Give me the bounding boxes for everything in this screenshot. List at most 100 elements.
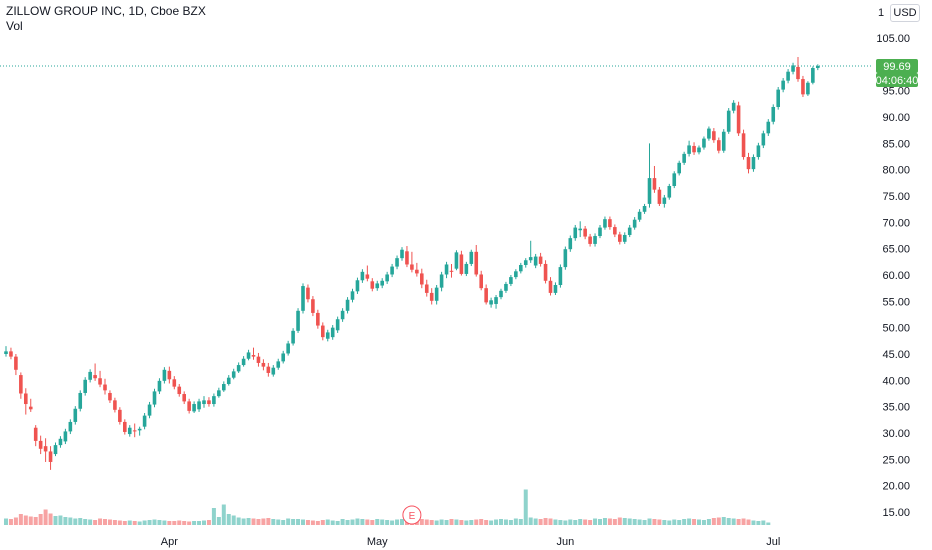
volume-bar	[390, 520, 395, 525]
x-tick-label: Jul	[766, 536, 780, 548]
volume-bar	[464, 520, 469, 525]
candle-body	[157, 380, 162, 392]
candlesticks	[4, 56, 820, 470]
volume-bar	[766, 522, 771, 525]
candle-body	[4, 351, 8, 354]
candle-body	[78, 392, 83, 409]
candle-body	[439, 274, 444, 288]
volume-bar	[23, 515, 28, 525]
candle-body	[519, 264, 523, 272]
y-tick-label: 50.00	[882, 323, 910, 335]
y-tick-label: 45.00	[882, 349, 910, 361]
volume-bar	[474, 519, 479, 525]
candle-body	[340, 310, 345, 320]
volume-bar	[454, 519, 459, 525]
volume-bar	[637, 519, 642, 525]
earnings-markers[interactable]: EE	[402, 505, 932, 525]
volume-bar	[291, 519, 296, 525]
candle-body	[177, 386, 182, 395]
candle-body	[73, 408, 78, 422]
volume-bar	[320, 520, 325, 525]
y-tick-label: 55.00	[882, 296, 910, 308]
candle-body	[444, 264, 449, 275]
volume-bar	[697, 519, 701, 525]
candle-body	[593, 236, 597, 244]
x-tick-label: May	[367, 536, 388, 548]
candle-body	[162, 369, 167, 381]
volume-bar	[429, 520, 434, 525]
volume-bar	[489, 520, 494, 525]
candle-body	[583, 228, 587, 237]
volume-bar	[167, 521, 172, 525]
volume-bar	[395, 519, 400, 525]
volume-bar	[330, 520, 335, 525]
y-tick-label: 30.00	[882, 428, 910, 440]
candle-body	[603, 219, 607, 228]
volume-bar	[88, 519, 93, 525]
y-axis[interactable]: 105.00100.0095.0090.0085.0080.0075.0070.…	[876, 33, 910, 519]
volume-bar	[746, 519, 751, 525]
volume-bar	[617, 517, 622, 525]
countdown-value: 04:06:40	[876, 75, 919, 87]
candle-body	[553, 285, 558, 293]
candle-body	[528, 257, 533, 261]
volume-bar	[266, 518, 271, 525]
candle-body	[400, 249, 404, 259]
volume-bar	[43, 509, 48, 525]
candle-body	[786, 71, 790, 81]
candle-body	[63, 431, 68, 442]
candle-body	[632, 219, 637, 228]
candle-body	[479, 274, 483, 289]
volume-bar	[301, 519, 305, 525]
volume-bar	[672, 519, 677, 525]
volume-bar	[216, 517, 221, 525]
symbol-title[interactable]: ZILLOW GROUP INC, 1D, Cboe BZX	[6, 4, 206, 18]
volume-bar	[53, 516, 58, 525]
candle-body	[647, 178, 652, 204]
volume-bar	[593, 518, 598, 525]
volume-bar	[449, 519, 454, 525]
candle-body	[429, 292, 434, 301]
candle-body	[306, 287, 310, 300]
volume-bar	[528, 517, 533, 525]
candle-body	[132, 430, 137, 432]
candle-body	[548, 280, 553, 293]
volume-bar	[622, 518, 627, 525]
y-tick-label: 105.00	[876, 33, 910, 45]
candle-body	[608, 219, 612, 228]
candle-body	[637, 211, 642, 220]
candle-body	[261, 362, 266, 367]
volume-bars	[4, 489, 771, 525]
volume-bar	[107, 519, 112, 525]
candle-body	[291, 330, 295, 344]
volume-bar	[657, 519, 662, 525]
candle-body	[642, 206, 647, 212]
candle-body	[712, 131, 716, 141]
volume-bar	[484, 520, 489, 525]
y-tick-label: 95.00	[882, 86, 910, 98]
candle-body	[123, 421, 127, 432]
volume-bar	[187, 521, 192, 525]
candle-body	[335, 319, 340, 331]
candle-body	[113, 400, 117, 410]
candle-body	[514, 271, 518, 278]
candle-body	[776, 89, 780, 107]
volume-bar	[701, 520, 706, 525]
y-tick-label: 25.00	[882, 454, 910, 466]
volume-bar	[479, 519, 484, 525]
candle-body	[266, 366, 271, 373]
volume-bar	[642, 520, 647, 525]
y-tick-label: 65.00	[882, 244, 910, 256]
volume-bar	[281, 520, 286, 525]
volume-bar	[182, 521, 187, 525]
currency-selector[interactable]: USD	[890, 4, 920, 22]
y-tick-label: 60.00	[882, 270, 910, 282]
candle-body	[781, 80, 785, 90]
candle-body	[415, 269, 419, 274]
volume-label[interactable]: Vol	[6, 19, 23, 33]
x-axis[interactable]: AprMayJunJulAugSepOct	[161, 536, 932, 548]
candle-body	[563, 249, 568, 268]
candle-body	[598, 227, 602, 237]
volume-bar	[761, 520, 766, 525]
